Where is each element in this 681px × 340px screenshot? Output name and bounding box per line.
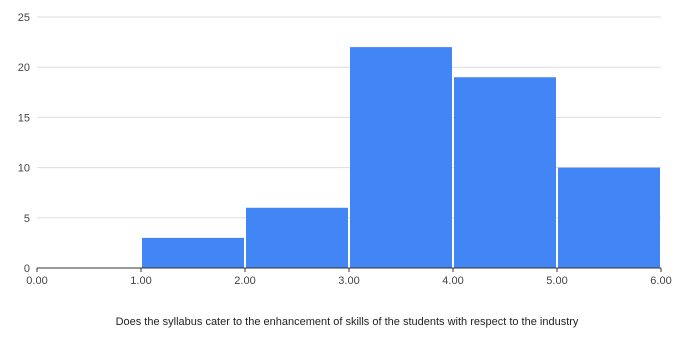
bars — [142, 47, 660, 269]
x-tick-label: 3.00 — [338, 275, 359, 287]
y-tick-label: 15 — [18, 112, 30, 124]
x-tick-labels: 0.00 1.00 2.00 3.00 4.00 5.00 6.00 — [26, 275, 671, 287]
x-tick-label: 0.00 — [26, 275, 47, 287]
histogram-bar — [454, 77, 556, 269]
x-tick-label: 5.00 — [546, 275, 567, 287]
y-tick-label: 20 — [18, 62, 30, 74]
histogram-bar — [350, 47, 452, 269]
gridlines — [37, 16, 661, 219]
x-tick-label: 1.00 — [130, 275, 151, 287]
x-axis-title: Does the syllabus cater to the enhanceme… — [116, 316, 579, 328]
histogram-bar — [246, 207, 348, 268]
y-tick-label: 25 — [18, 12, 30, 24]
y-tick-label: 0 — [24, 263, 30, 275]
y-tick-labels: 0 5 10 15 20 25 — [18, 12, 30, 275]
histogram-bar — [558, 167, 660, 268]
x-tick-label: 2.00 — [234, 275, 255, 287]
y-tick-label: 10 — [18, 163, 30, 175]
y-tick-label: 5 — [24, 213, 30, 225]
x-tick-label: 4.00 — [442, 275, 463, 287]
axes — [36, 267, 662, 272]
histogram-bar — [142, 237, 244, 268]
x-tick-label: 6.00 — [650, 275, 671, 287]
